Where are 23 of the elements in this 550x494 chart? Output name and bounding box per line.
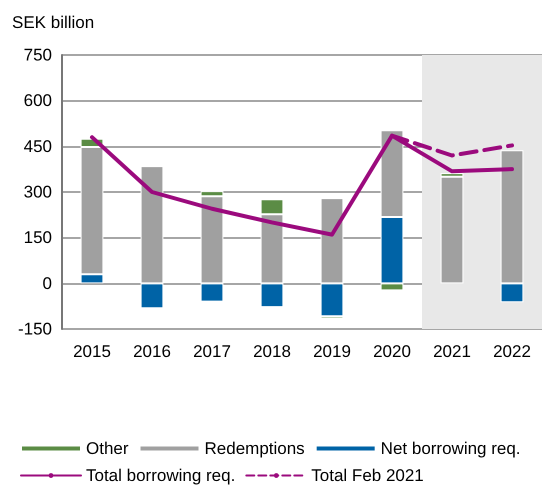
legend-label: Total Feb 2021 <box>311 466 424 485</box>
y-tick-label: 600 <box>24 91 52 110</box>
y-axis-title: SEK billion <box>12 13 94 32</box>
y-tick-label: 150 <box>24 228 52 248</box>
x-tick-label: 2019 <box>313 342 351 361</box>
legend-label: Total borrowing req. <box>86 466 236 485</box>
line-series <box>90 134 514 237</box>
bar <box>440 176 464 284</box>
x-tick-label: 2022 <box>493 342 531 361</box>
y-tick-label: 300 <box>24 182 52 202</box>
x-tick-label: 2015 <box>73 342 111 361</box>
x-tick-label: 2021 <box>433 342 471 361</box>
x-tick-label: 2017 <box>193 342 231 361</box>
legend-label: Other <box>86 439 129 458</box>
legend-label: Redemptions <box>204 439 305 458</box>
y-tick-label: 0 <box>42 274 52 293</box>
x-tick-label: 2020 <box>373 342 411 361</box>
y-tick-label: 750 <box>24 46 52 64</box>
legend-label: Net borrowing req. <box>380 439 521 458</box>
y-tick-label: -150 <box>18 320 52 338</box>
y-tick-label: 450 <box>24 136 52 156</box>
x-tick-label: 2016 <box>133 342 171 361</box>
x-tick-label: 2018 <box>253 342 291 361</box>
